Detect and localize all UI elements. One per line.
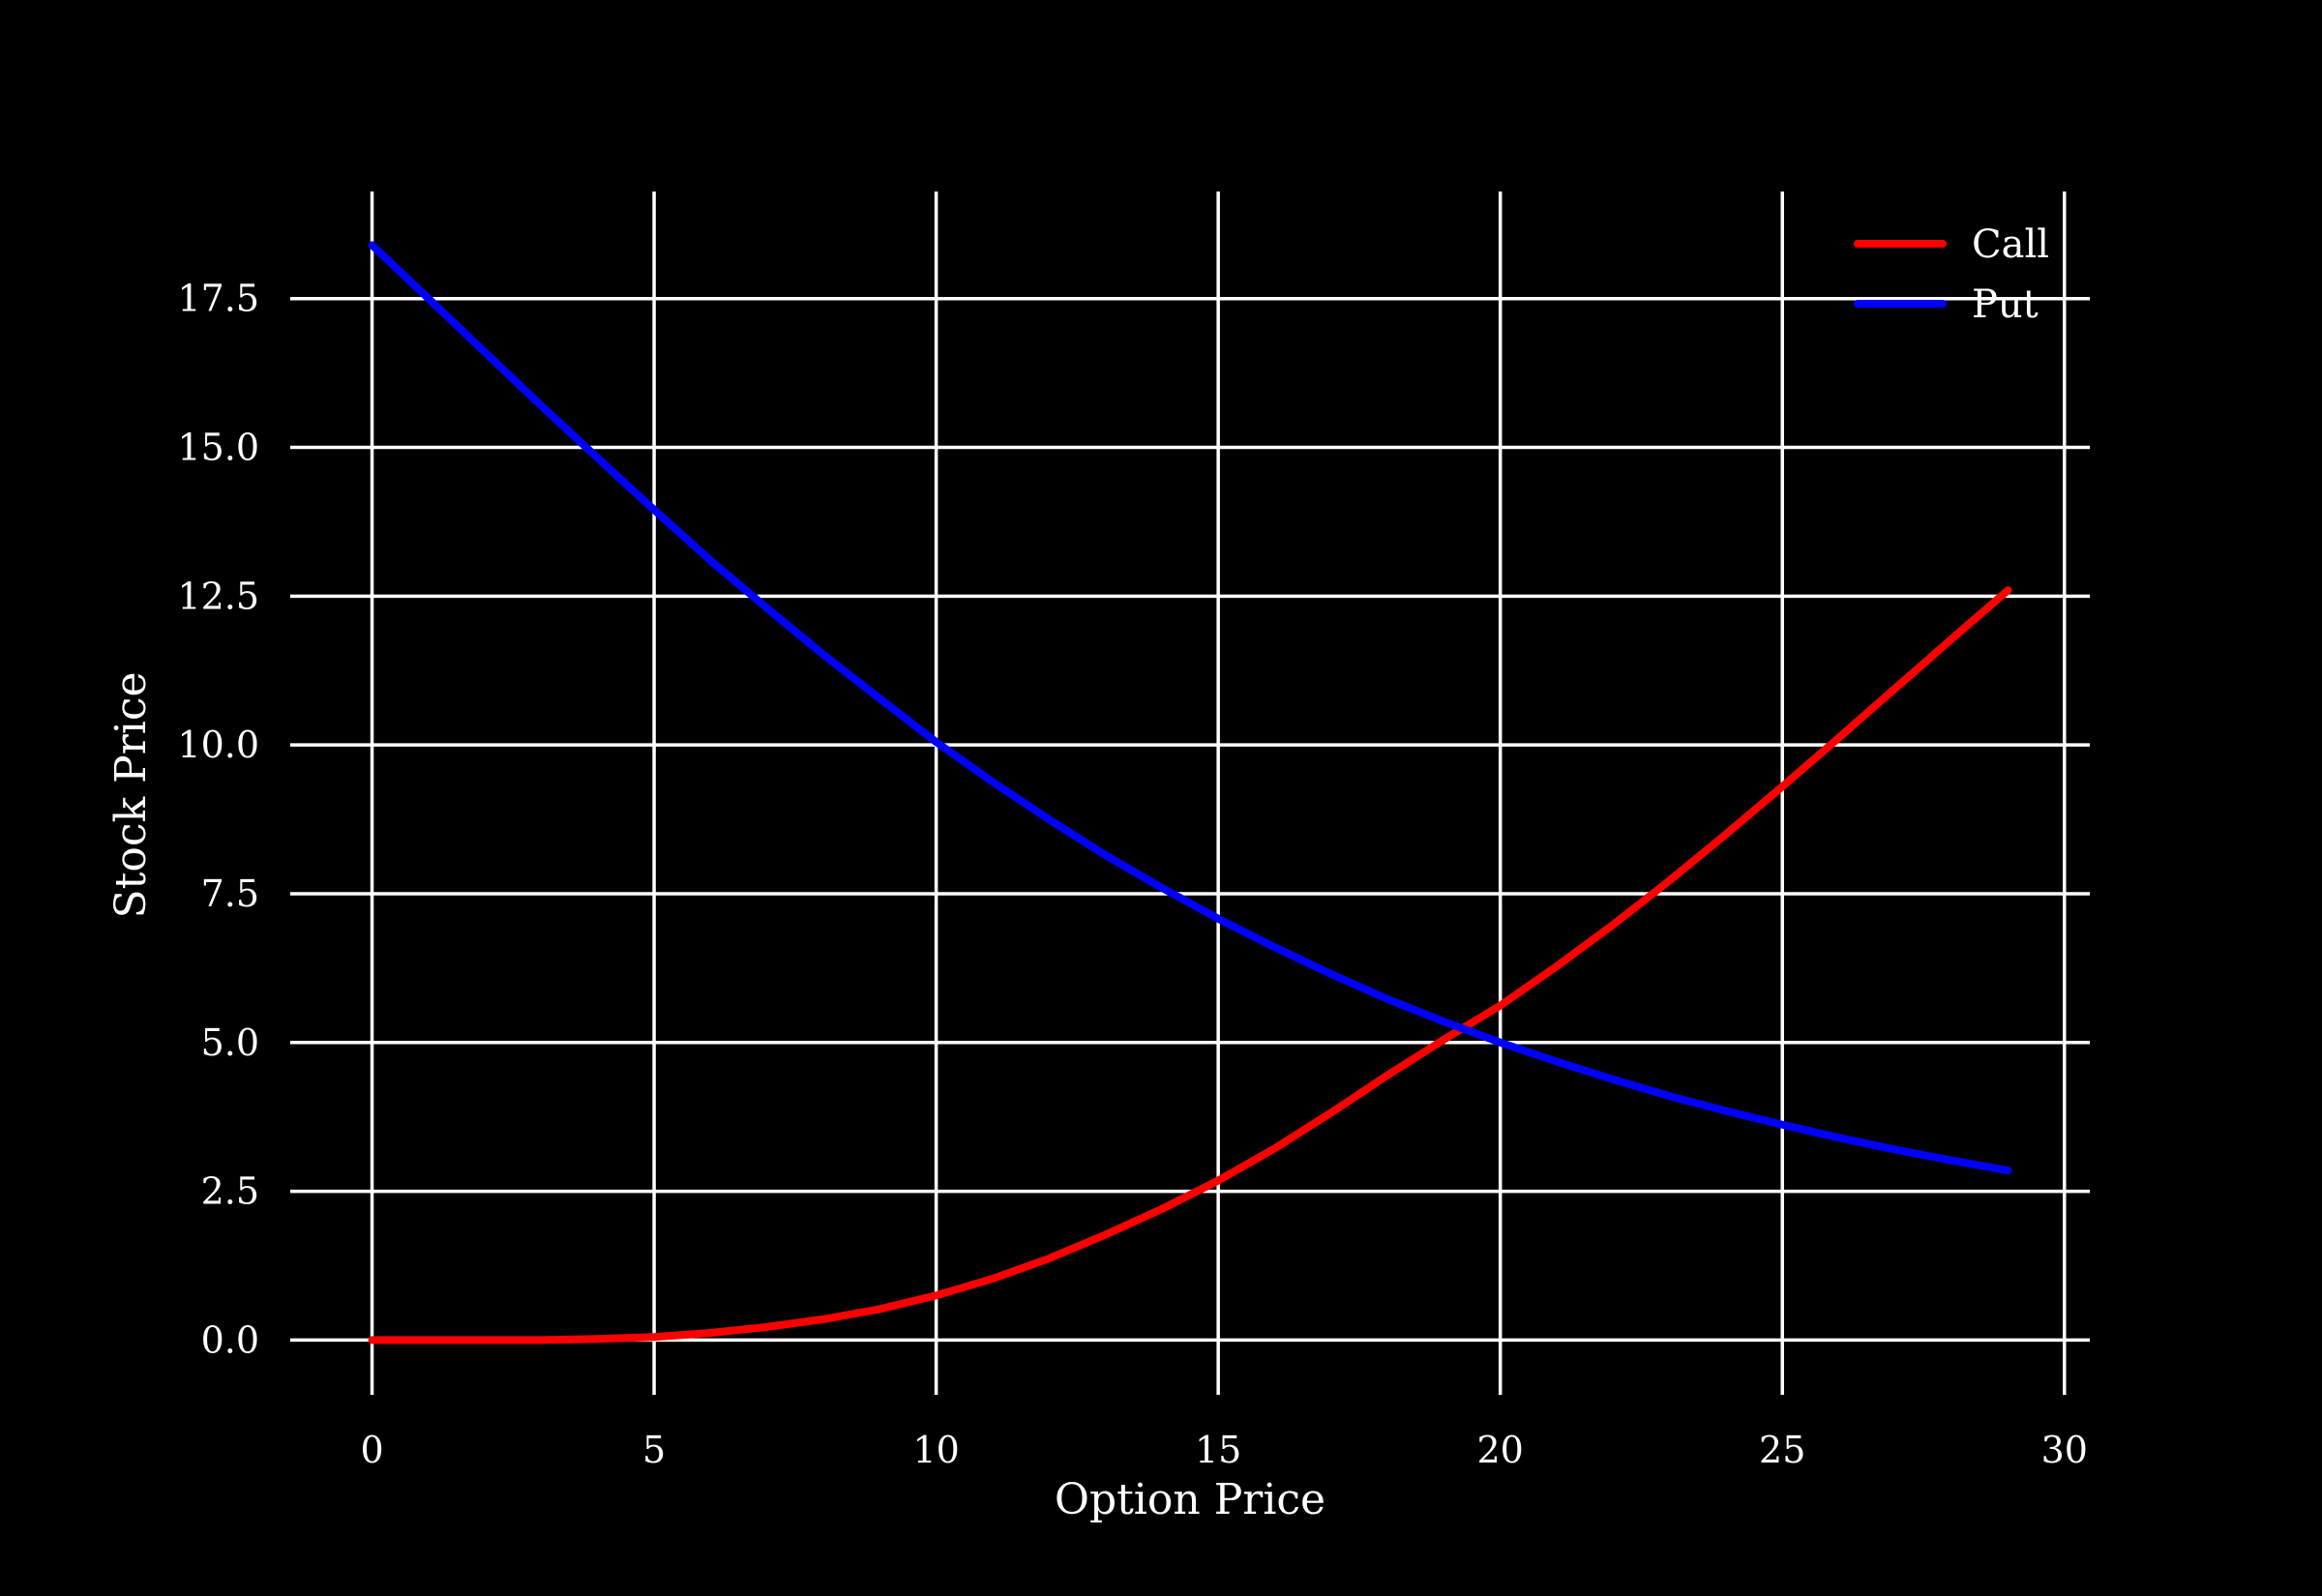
y-tick-label: 7.5	[201, 872, 259, 915]
y-tick-label: 5.0	[201, 1021, 259, 1064]
y-tick-label: 17.5	[177, 278, 259, 320]
x-tick-label: 10	[912, 1429, 959, 1471]
legend-label-call: Call	[1972, 222, 2049, 267]
y-axis-label: Stock Price	[106, 672, 156, 919]
y-tick-label: 15.0	[177, 427, 259, 469]
x-tick-label: 20	[1477, 1429, 1524, 1471]
x-tick-label: 15	[1195, 1429, 1241, 1471]
x-tick-label: 0	[360, 1429, 383, 1471]
y-tick-label: 12.5	[177, 575, 259, 617]
legend-label-put: Put	[1972, 282, 2039, 327]
x-tick-label: 25	[1759, 1429, 1805, 1471]
series-line-call	[368, 586, 2012, 1345]
x-tick-label: 30	[2041, 1429, 2088, 1471]
legend: Call Put	[1854, 222, 2049, 327]
y-tick-label: 0.0	[201, 1318, 259, 1361]
series-lines	[368, 241, 2012, 1345]
x-axis-ticks: 0 5 10 15 20 25 30	[360, 1429, 2088, 1471]
y-tick-label: 10.0	[177, 724, 259, 766]
x-tick-label: 5	[642, 1429, 666, 1471]
series-line-put	[368, 241, 2012, 1175]
x-axis-label: Option Price	[1055, 1475, 1325, 1524]
y-axis-ticks: 0.0 2.5 5.0 7.5 10.0 12.5 15.0 17.5	[177, 278, 259, 1362]
y-tick-label: 2.5	[201, 1170, 259, 1213]
